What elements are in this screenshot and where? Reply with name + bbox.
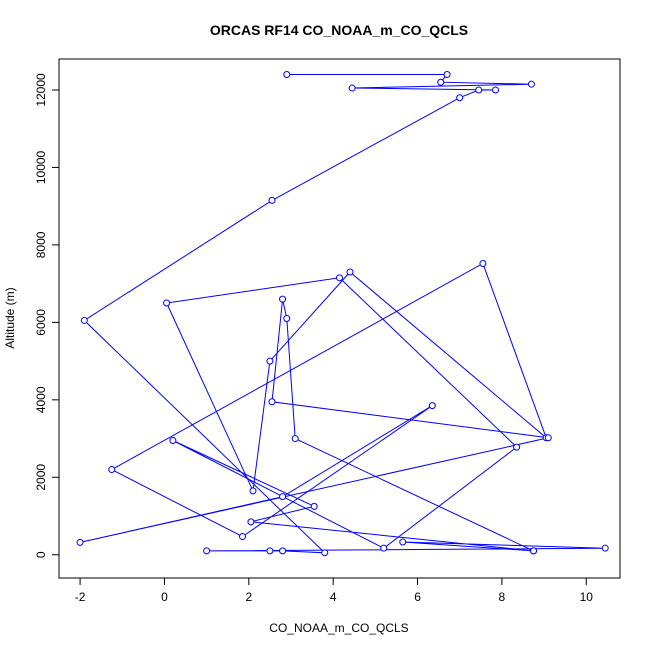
data-point — [268, 398, 276, 406]
data-point — [279, 493, 287, 501]
data-point — [163, 299, 171, 307]
y-tick-label: 8000 — [34, 231, 48, 258]
data-point — [283, 315, 291, 322]
data-point — [475, 86, 483, 94]
data-point — [283, 70, 291, 78]
x-axis: -2 0 2 4 6 8 10 — [75, 577, 594, 604]
data-point — [80, 316, 88, 324]
y-axis: 0 2000 4000 6000 8000 10000 12000 — [34, 73, 60, 558]
data-point — [203, 547, 211, 555]
y-tick-label: 6000 — [34, 309, 48, 336]
series-line — [79, 74, 606, 554]
x-tick-label: 4 — [330, 590, 337, 604]
data-point — [279, 295, 287, 303]
y-tick-label: 10000 — [34, 150, 48, 184]
y-tick-label: 0 — [34, 551, 48, 558]
data-point — [310, 502, 318, 510]
data-point — [399, 538, 407, 546]
data-point — [279, 547, 287, 555]
data-point — [527, 80, 535, 88]
data-point — [266, 357, 274, 365]
data-series — [76, 70, 609, 557]
chart-title: ORCAS RF14 CO_NOAA_m_CO_QCLS — [210, 22, 468, 38]
data-point — [380, 544, 388, 552]
x-tick-label: 2 — [245, 590, 252, 604]
y-tick-label: 12000 — [34, 73, 48, 107]
x-tick-label: 8 — [499, 590, 506, 604]
x-tick-label: 10 — [580, 590, 594, 604]
x-tick-label: 0 — [161, 590, 168, 604]
data-point — [321, 549, 329, 557]
data-point — [513, 443, 521, 451]
data-point — [348, 84, 356, 92]
data-point — [492, 86, 500, 94]
data-point — [456, 94, 464, 102]
data-point — [601, 544, 609, 552]
data-point — [268, 196, 276, 204]
y-axis-label: Altitude (m) — [3, 287, 17, 348]
x-tick-label: 6 — [414, 590, 421, 604]
y-tick-label: 2000 — [34, 464, 48, 491]
y-tick-label: 4000 — [34, 386, 48, 413]
data-point — [443, 70, 451, 78]
data-point — [336, 274, 343, 282]
data-point — [266, 547, 274, 555]
data-point — [108, 466, 116, 474]
data-point — [530, 547, 538, 555]
data-point — [169, 437, 177, 445]
data-point — [238, 533, 246, 541]
data-point — [544, 434, 552, 442]
data-point — [247, 518, 255, 526]
x-axis-label: CO_NOAA_m_CO_QCLS — [269, 621, 408, 635]
data-point — [437, 78, 445, 86]
data-point — [76, 538, 84, 546]
data-point — [428, 402, 436, 410]
data-point — [479, 260, 487, 268]
data-point — [291, 435, 299, 443]
x-tick-label: -2 — [75, 590, 86, 604]
plot-frame — [58, 58, 621, 579]
data-point — [346, 268, 354, 276]
data-point — [249, 487, 257, 495]
